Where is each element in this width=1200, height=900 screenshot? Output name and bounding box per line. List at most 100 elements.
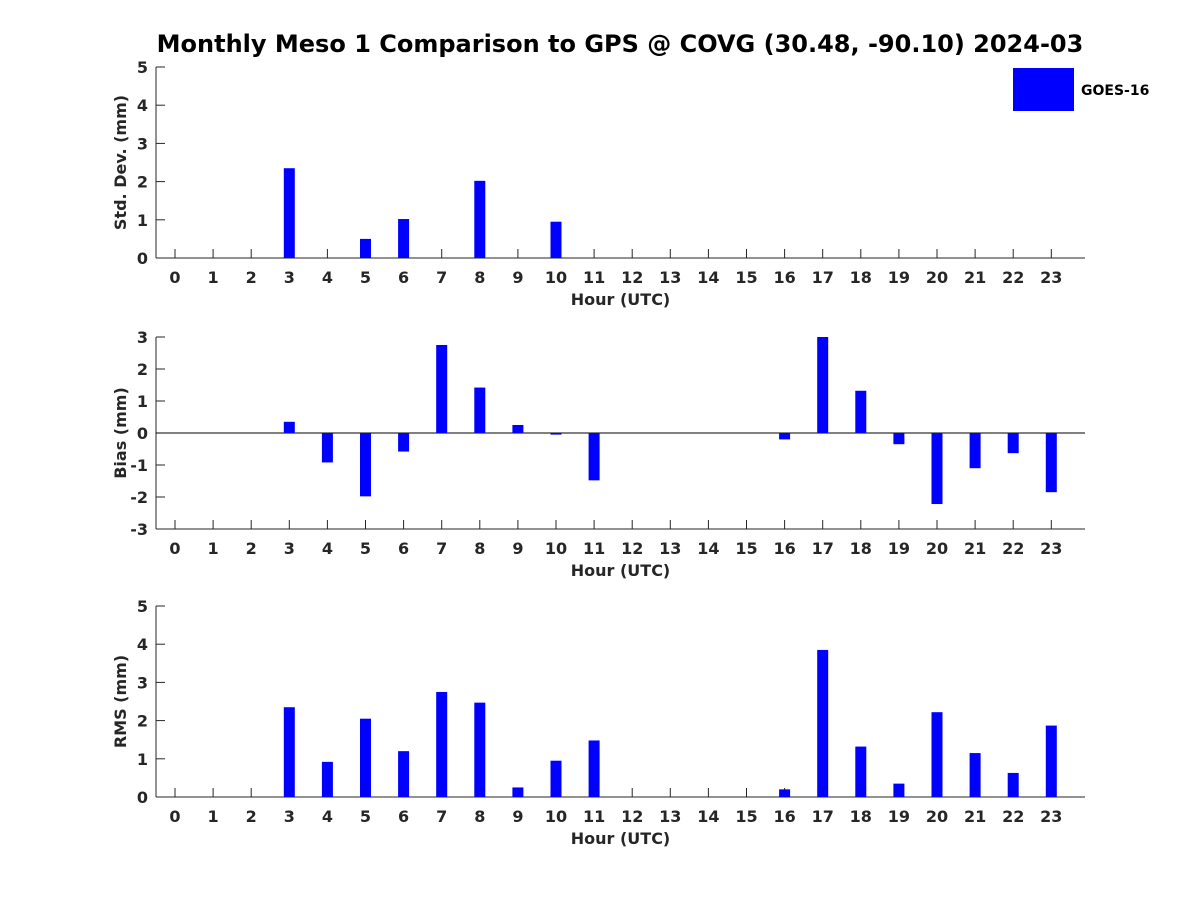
x-axis-label: Hour (UTC) bbox=[571, 829, 671, 848]
x-tick-label: 4 bbox=[322, 539, 333, 558]
x-tick-label: 22 bbox=[1002, 807, 1024, 826]
x-tick-label: 12 bbox=[621, 807, 643, 826]
bar bbox=[969, 753, 981, 797]
x-tick-label: 14 bbox=[697, 807, 719, 826]
bar bbox=[1007, 433, 1019, 454]
x-tick-label: 1 bbox=[208, 268, 219, 287]
x-tick-label: 10 bbox=[545, 539, 567, 558]
bar bbox=[1045, 725, 1057, 797]
bar bbox=[436, 691, 448, 797]
x-tick-label: 2 bbox=[246, 539, 257, 558]
y-tick-label: 3 bbox=[137, 328, 148, 347]
x-tick-label: 22 bbox=[1002, 268, 1024, 287]
x-tick-label: 12 bbox=[621, 539, 643, 558]
x-tick-label: 13 bbox=[659, 268, 681, 287]
x-tick-label: 18 bbox=[850, 539, 872, 558]
bar bbox=[398, 219, 410, 258]
x-tick-label: 9 bbox=[512, 539, 523, 558]
y-tick-label: 2 bbox=[137, 173, 148, 192]
x-tick-label: 0 bbox=[169, 268, 180, 287]
bar bbox=[893, 783, 905, 797]
x-tick-label: 11 bbox=[583, 807, 605, 826]
x-tick-label: 17 bbox=[812, 268, 834, 287]
bar bbox=[1007, 772, 1019, 797]
bar bbox=[512, 425, 524, 433]
x-tick-label: 9 bbox=[512, 807, 523, 826]
bar bbox=[855, 746, 867, 797]
x-tick-label: 4 bbox=[322, 807, 333, 826]
bar bbox=[550, 221, 562, 258]
y-tick-label: -1 bbox=[130, 456, 148, 475]
bar bbox=[321, 433, 333, 463]
x-tick-label: 23 bbox=[1040, 539, 1062, 558]
x-tick-label: 3 bbox=[284, 807, 295, 826]
x-tick-label: 2 bbox=[246, 807, 257, 826]
x-tick-label: 6 bbox=[398, 268, 409, 287]
x-tick-label: 5 bbox=[360, 807, 371, 826]
bar bbox=[398, 433, 410, 452]
x-tick-label: 18 bbox=[850, 268, 872, 287]
x-tick-label: 14 bbox=[697, 539, 719, 558]
x-tick-label: 7 bbox=[436, 539, 447, 558]
y-tick-label: 1 bbox=[137, 750, 148, 769]
y-tick-label: 5 bbox=[137, 597, 148, 616]
x-tick-label: 8 bbox=[474, 268, 485, 287]
bar bbox=[969, 433, 981, 469]
y-tick-label: 1 bbox=[137, 392, 148, 411]
y-tick-label: 3 bbox=[137, 134, 148, 153]
y-axis-label: RMS (mm) bbox=[111, 655, 130, 748]
x-tick-label: 14 bbox=[697, 268, 719, 287]
x-tick-label: 4 bbox=[322, 268, 333, 287]
x-tick-label: 19 bbox=[888, 539, 910, 558]
x-tick-label: 0 bbox=[169, 807, 180, 826]
x-tick-label: 11 bbox=[583, 268, 605, 287]
x-tick-label: 5 bbox=[360, 268, 371, 287]
x-tick-label: 5 bbox=[360, 539, 371, 558]
x-tick-label: 3 bbox=[284, 539, 295, 558]
bar bbox=[436, 345, 448, 433]
x-tick-label: 15 bbox=[735, 268, 757, 287]
bar bbox=[474, 180, 486, 258]
bar bbox=[398, 751, 410, 797]
x-tick-label: 11 bbox=[583, 539, 605, 558]
y-tick-label: 2 bbox=[137, 360, 148, 379]
bar bbox=[588, 433, 600, 481]
y-tick-label: 4 bbox=[137, 635, 148, 654]
x-tick-label: 16 bbox=[773, 539, 795, 558]
x-tick-label: 15 bbox=[735, 807, 757, 826]
x-tick-label: 9 bbox=[512, 268, 523, 287]
bar bbox=[779, 433, 791, 440]
x-tick-label: 21 bbox=[964, 268, 986, 287]
x-tick-label: 7 bbox=[436, 807, 447, 826]
bar bbox=[283, 168, 295, 258]
bar bbox=[588, 740, 600, 797]
x-tick-label: 23 bbox=[1040, 268, 1062, 287]
bar bbox=[474, 702, 486, 797]
bar bbox=[512, 787, 524, 797]
x-tick-label: 17 bbox=[812, 807, 834, 826]
y-axis-label: Bias (mm) bbox=[111, 387, 130, 479]
bar bbox=[283, 707, 295, 797]
x-tick-label: 16 bbox=[773, 807, 795, 826]
x-tick-label: 13 bbox=[659, 539, 681, 558]
x-tick-label: 6 bbox=[398, 539, 409, 558]
y-tick-label: -2 bbox=[130, 488, 148, 507]
bar bbox=[931, 712, 943, 797]
x-tick-label: 21 bbox=[964, 539, 986, 558]
x-tick-label: 21 bbox=[964, 807, 986, 826]
x-tick-label: 12 bbox=[621, 268, 643, 287]
x-tick-label: 20 bbox=[926, 539, 948, 558]
legend: GOES-16 bbox=[1013, 68, 1149, 111]
x-tick-label: 10 bbox=[545, 268, 567, 287]
y-tick-label: 4 bbox=[137, 96, 148, 115]
bar bbox=[817, 337, 829, 433]
bar bbox=[893, 433, 905, 445]
y-tick-label: 0 bbox=[137, 424, 148, 443]
bar bbox=[360, 718, 371, 797]
y-tick-label: 1 bbox=[137, 211, 148, 230]
bar bbox=[931, 433, 943, 505]
bar bbox=[1045, 433, 1057, 493]
bar bbox=[360, 238, 371, 258]
